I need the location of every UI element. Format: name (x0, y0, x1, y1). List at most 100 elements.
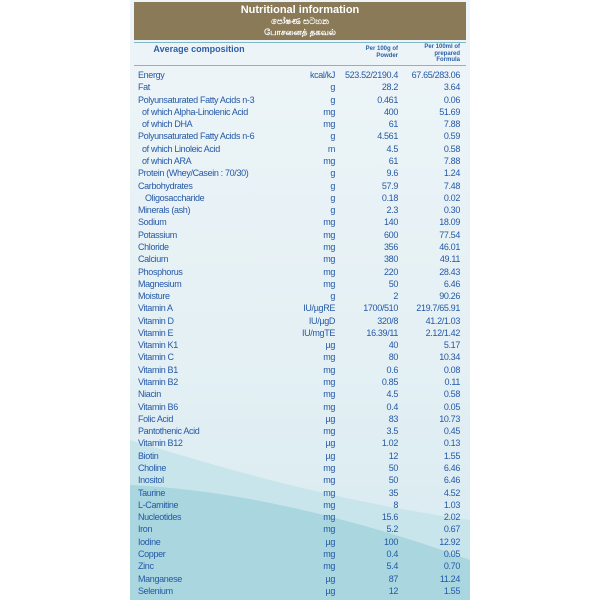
title: Nutritional information (240, 4, 360, 16)
nutrient-name: Vitamin B2 (138, 377, 178, 388)
nutrient-unit: IU/µgD (308, 315, 335, 326)
value-per-100ml: 90.26 (439, 291, 460, 302)
table-row: Protein (Whey/Casein : 70/30) g 9.6 1.24 (130, 167, 470, 179)
value-per-100g: 16.39/11 (366, 327, 398, 338)
nutrient-name: Carbohydrates (138, 180, 193, 191)
nutrient-name: Vitamin D (138, 315, 174, 326)
value-per-100g: 0.18 (381, 192, 398, 203)
value-per-100g: 1.02 (381, 438, 398, 449)
value-per-100g: 12 (388, 585, 399, 596)
nutrient-unit: µg (325, 536, 336, 547)
nutrient-name: Nucleotides (138, 512, 182, 523)
value-per-100g: 356 (384, 241, 398, 252)
nutrient-unit: mg (323, 352, 335, 363)
table-row: Magnesium mg 50 6.46 (130, 278, 470, 290)
nutrient-name: Vitamin K1 (138, 340, 178, 351)
value-per-100ml: 6.46 (443, 278, 460, 289)
table-row: Vitamin A IU/µgRE 1700/510 219.7/65.91 (130, 302, 470, 314)
table-row: Iodine µg 100 12.92 (130, 536, 470, 548)
value-per-100g: 83 (388, 413, 399, 424)
nutrient-unit: mg (323, 475, 335, 486)
table-row: Selenium µg 12 1.55 (130, 585, 470, 597)
value-per-100ml: 6.46 (443, 463, 460, 473)
value-per-100g: 80 (388, 352, 399, 363)
nutrient-name: Vitamin B6 (138, 401, 178, 412)
value-per-100ml: 46.01 (439, 241, 460, 252)
value-per-100ml: 7.88 (443, 155, 460, 166)
nutrient-unit: mg (323, 364, 335, 375)
nutrient-name: Vitamin C (138, 352, 174, 363)
table-row: Chloride mg 356 46.01 (130, 241, 470, 253)
nutrient-unit: g (330, 192, 335, 203)
value-per-100g: 15.6 (381, 512, 398, 523)
nutrient-name: Iron (138, 524, 153, 535)
nutrient-name: Potassium (138, 229, 177, 240)
title-tamil: போசனைத் தகவல் (264, 27, 336, 37)
value-per-100g: 400 (384, 106, 398, 117)
value-per-100g: 5.4 (386, 561, 399, 572)
nutrient-name: Selenium (138, 585, 173, 596)
value-per-100ml: 41.2/1.03 (425, 315, 461, 326)
nutrient-name: Protein (Whey/Casein : 70/30) (138, 168, 249, 179)
value-per-100g: 220 (384, 266, 398, 277)
nutrient-unit: mg (323, 229, 335, 240)
table-row: Biotin µg 12 1.55 (130, 450, 470, 462)
table-row: Potassium mg 600 77.54 (130, 229, 470, 241)
table-row: Phosphorus mg 220 28.43 (130, 266, 470, 278)
value-per-100ml: 0.11 (444, 377, 461, 388)
value-per-100g: 0.85 (381, 377, 398, 388)
value-per-100g: 100 (384, 536, 398, 547)
nutrient-name: Iodine (138, 536, 161, 547)
nutrient-name: Phosphorus (138, 266, 183, 277)
table-row: Moisture g 2 90.26 (130, 290, 470, 302)
nutrient-unit: g (330, 180, 335, 191)
value-per-100g: 380 (384, 254, 398, 265)
value-per-100g: 28.2 (381, 82, 398, 93)
table-row: Nucleotides mg 15.6 2.02 (130, 511, 470, 523)
col-per-100g: Per 100g of Powder (365, 46, 398, 59)
value-per-100g: 2.3 (386, 205, 399, 216)
table-row: of which Linoleic Acid m 4.5 0.58 (130, 143, 470, 155)
value-per-100g: 8 (393, 499, 398, 510)
value-per-100ml: 3.64 (443, 82, 460, 93)
nutrient-unit: mg (323, 548, 335, 559)
nutrient-unit: µg (325, 438, 336, 449)
value-per-100g: 320/8 (377, 315, 398, 326)
table-row: Iron mg 5.2 0.67 (130, 523, 470, 535)
value-per-100g: 0.6 (386, 364, 399, 375)
table-row: Polyunsaturated Fatty Acids n-6 g 4.561 0.5… (130, 130, 470, 142)
value-per-100ml: 1.55 (443, 585, 460, 596)
nutrient-name: Sodium (138, 217, 167, 228)
value-per-100g: 4.561 (377, 131, 398, 142)
nutrient-unit: mg (323, 377, 335, 388)
value-per-100ml: 7.88 (443, 119, 460, 130)
value-per-100ml: 1.24 (443, 168, 460, 179)
value-per-100ml: 10.73 (439, 413, 460, 424)
label-header: Nutritional information පෝෂණ සටහන போசனைத… (134, 2, 466, 40)
nutrient-name: Biotin (138, 450, 159, 461)
value-per-100g: 87 (388, 573, 399, 584)
value-per-100ml: 0.13 (443, 438, 460, 449)
value-per-100ml: 0.08 (443, 364, 460, 375)
value-per-100g: 50 (388, 278, 399, 289)
table-row: Calcium mg 380 49.11 (130, 253, 470, 265)
table-row: Vitamin B1 mg 0.6 0.08 (130, 364, 470, 376)
nutrient-name: Moisture (138, 291, 170, 302)
title-sinhala: පෝෂණ සටහන (271, 16, 329, 26)
nutrient-name: Minerals (ash) (138, 205, 191, 216)
table-row: Minerals (ash) g 2.3 0.30 (130, 204, 470, 216)
value-per-100g: 40 (388, 340, 399, 351)
value-per-100ml: 6.46 (443, 475, 460, 486)
value-per-100g: 35 (388, 487, 399, 498)
nutrient-unit: mg (323, 499, 335, 510)
nutrient-name: Energy (138, 70, 165, 80)
value-per-100ml: 0.58 (443, 389, 460, 400)
table-row: Taurine mg 35 4.52 (130, 487, 470, 499)
nutrient-unit: µg (325, 450, 336, 461)
table-row: Choline mg 50 6.46 (130, 462, 470, 474)
nutrient-unit: mg (323, 278, 335, 289)
value-per-100ml: 0.45 (443, 426, 460, 437)
nutrient-unit: mg (323, 119, 335, 130)
nutrient-unit: m (327, 143, 336, 154)
table-row: of which Alpha-Linolenic Acid mg 400 51.69 (130, 106, 470, 118)
